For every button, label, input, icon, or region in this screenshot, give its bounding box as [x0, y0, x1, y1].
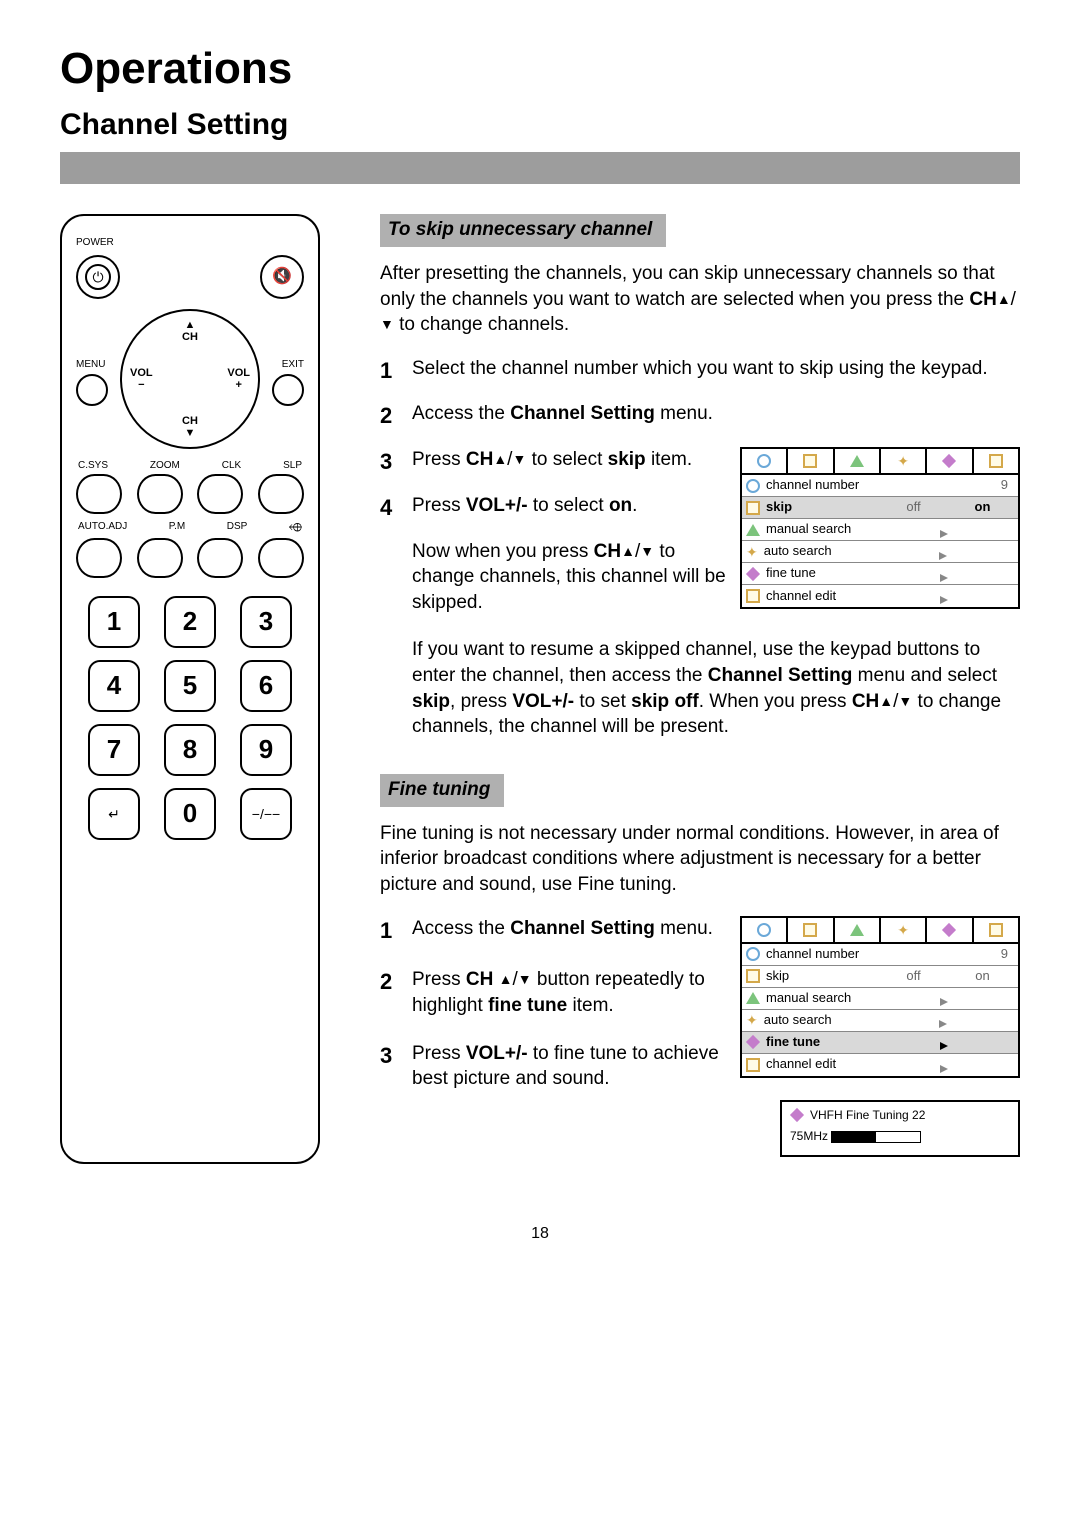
keypad-6: 6: [240, 660, 292, 712]
menu-button: [76, 374, 108, 406]
power-label: POWER: [76, 236, 114, 249]
fn-row1-buttons: [76, 474, 304, 514]
page-title: Operations: [60, 40, 1020, 97]
skip-intro: After presetting the channels, you can s…: [380, 261, 1020, 338]
fine-step-1: 1 Access the Channel Setting menu.: [380, 916, 726, 946]
keypad-3: 3: [240, 596, 292, 648]
skip-step-3: 3 Press CH▲/▼ to select skip item.: [380, 447, 726, 477]
fine-step-3: 3 Press VOL+/- to fine tune to achieve b…: [380, 1041, 726, 1092]
fn-row2-labels: AUTO.ADJ P.M DSP ⬲: [76, 520, 304, 536]
exit-label: EXIT: [282, 359, 304, 370]
header-bar: [60, 152, 1020, 184]
page-subtitle: Channel Setting: [60, 105, 1020, 144]
skip-osd: ✦ channel number 9 skip off on: [740, 447, 1020, 609]
keypad-8: 8: [164, 724, 216, 776]
menu-label: MENU: [76, 359, 105, 370]
skip-after-4: Now when you press CH▲/▼ to change chann…: [380, 539, 726, 616]
keypad-9: 9: [240, 724, 292, 776]
exit-button: [272, 374, 304, 406]
keypad-7: 7: [88, 724, 140, 776]
fine-step-2: 2 Press CH ▲/▼ button repeatedly to high…: [380, 967, 726, 1018]
skip-step-1: 1 Select the channel number which you wa…: [380, 356, 1020, 386]
keypad-1: 1: [88, 596, 140, 648]
dpad: ▲CH CH▼ VOL− VOL+: [120, 309, 260, 449]
fine-heading: Fine tuning: [380, 774, 504, 807]
fine-tune-box: VHFH Fine Tuning 22 75MHz: [780, 1100, 1020, 1157]
keypad-dash: −/−−: [240, 788, 292, 840]
fn-row1-labels: C.SYS ZOOM CLK SLP: [76, 459, 304, 472]
keypad-2: 2: [164, 596, 216, 648]
keypad-5: 5: [164, 660, 216, 712]
keypad-0: 0: [164, 788, 216, 840]
skip-heading: To skip unnecessary channel: [380, 214, 666, 247]
keypad-return: ↵: [88, 788, 140, 840]
fine-osd: ✦ channel number 9 skip off on: [740, 916, 1020, 1078]
remote-diagram: POWER ⏻ 🔇 MENU ▲CH CH▼: [60, 214, 320, 1164]
skip-step-4: 4 Press VOL+/- to select on.: [380, 493, 726, 523]
skip-step-2: 2 Access the Channel Setting menu.: [380, 401, 1020, 431]
mute-button: 🔇: [260, 255, 304, 299]
skip-resume: If you want to resume a skipped channel,…: [380, 637, 1020, 740]
power-button: ⏻: [76, 255, 120, 299]
keypad: 1 2 3 4 5 6 7 8 9 ↵: [76, 596, 304, 840]
fine-intro: Fine tuning is not necessary under norma…: [380, 821, 1020, 898]
keypad-4: 4: [88, 660, 140, 712]
page-number: 18: [60, 1224, 1020, 1245]
fn-row2-buttons: [76, 538, 304, 578]
